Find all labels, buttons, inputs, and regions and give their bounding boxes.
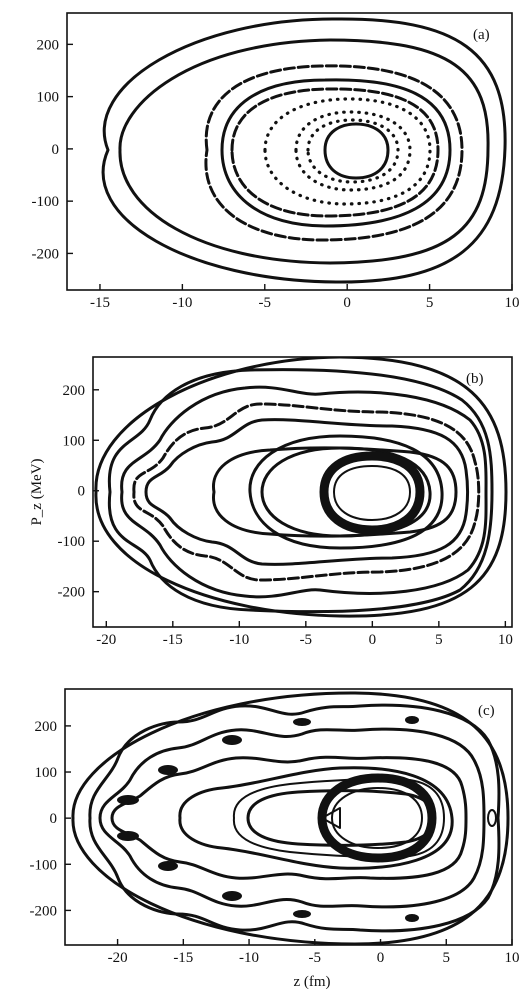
panel-a-third-curve	[204, 64, 464, 242]
panel-c-outer-curve	[71, 691, 510, 945]
panel-a-label: (a)	[473, 27, 490, 43]
panel-a-dotted-curve-3	[306, 118, 400, 184]
panel-b-curves	[94, 357, 508, 618]
panel-c-y-tick-label: -200	[30, 903, 58, 919]
panel-b-wavy-curve-2	[120, 385, 488, 599]
panel-c-island	[158, 861, 178, 871]
panel-c-island	[293, 718, 311, 726]
panel-b-second-inner-curve	[260, 446, 432, 538]
panel-c-inner-ring	[317, 773, 437, 863]
panel-b-y-tick-label: -200	[58, 585, 86, 601]
panel-b-x-tick-label: 10	[498, 632, 513, 648]
panel-b-label: (b)	[466, 371, 484, 387]
panel-c-y-tick-label: 0	[50, 811, 58, 827]
panel-b-frame	[92, 356, 513, 628]
panel-c-x-tick-label: 10	[505, 950, 520, 966]
panel-a-y-tick-label: -100	[32, 194, 60, 210]
panel-a: (a) -15 -10 -5 0 5 10 200 100 0 -100 -200	[32, 12, 520, 311]
panel-c-island	[222, 891, 242, 901]
panel-c-wavy-curve-1	[88, 703, 501, 933]
panel-b-wavy-curve-3	[132, 402, 481, 582]
panel-a-y-tick-label: -200	[32, 246, 60, 262]
panel-c-curves	[71, 691, 510, 945]
panel-a-y-tick-label: 200	[37, 37, 60, 53]
panel-a-second-curve	[118, 38, 490, 265]
panel-b-inner-ring-edge	[333, 465, 411, 521]
panel-b-wavy-curve-1	[107, 368, 494, 614]
panel-b-y-tick-label: 0	[78, 484, 86, 500]
panel-c-xlabel: z (fm)	[293, 974, 330, 990]
panel-c-y-tick-label: 100	[35, 765, 58, 781]
panel-a-outer-curve	[101, 17, 507, 284]
panel-a-ticks: -15 -10 -5 0 5 10 200 100 0 -100 -200	[32, 37, 520, 311]
panel-a-x-tick-label: -15	[90, 295, 110, 311]
panel-b-x-tick-label: 5	[435, 632, 443, 648]
panel-a-frame	[66, 12, 513, 291]
panel-c-inner-ring-edge	[331, 787, 423, 849]
panel-c-x-tick-label: -5	[309, 950, 322, 966]
panel-c-x-tick-label: 0	[377, 950, 385, 966]
panel-b-y-tick-label: 200	[63, 383, 86, 399]
panel-c-x-tick-label: -15	[173, 950, 193, 966]
panel-a-fourth-curve	[220, 78, 452, 228]
panel-a-y-tick-label: 0	[52, 142, 60, 158]
panel-b-x-tick-label: 0	[369, 632, 377, 648]
panel-c-island	[222, 735, 242, 745]
panel-c-middle-curve	[178, 766, 454, 870]
panel-b-outer-curve	[94, 357, 508, 618]
panel-c: (c) z (fm) -20 -15 -10 -5 0 5 102001000-100-20…	[30, 688, 520, 990]
panel-c-island	[405, 914, 419, 922]
panel-c-island	[293, 910, 311, 918]
panel-a-dotted-curve-1	[263, 97, 432, 206]
panel-c-island	[405, 716, 419, 724]
panel-b-middle-curve	[212, 446, 458, 538]
panel-b-x-tick-label: -5	[300, 632, 313, 648]
panel-b-wavy-curve-4	[144, 418, 469, 566]
panel-a-fifth-curve	[230, 87, 440, 218]
panel-c-ticks: -20 -15 -10 -5 0 5 10 200 100 0 -100 -200	[30, 719, 520, 966]
panel-b-x-tick-label: -10	[229, 632, 249, 648]
panel-b-third-inner-curve	[248, 434, 444, 550]
panel-c-x-tick-label: -10	[239, 950, 259, 966]
panel-a-x-tick-label: -5	[259, 295, 272, 311]
panel-b-ylabel: P_z (MeV)	[29, 458, 45, 525]
panel-a-x-tick-label: 10	[505, 295, 520, 311]
panel-a-x-tick-label: 5	[426, 295, 434, 311]
panel-a-curves	[101, 17, 507, 284]
panel-c-frame	[64, 688, 513, 946]
panel-a-x-tick-label: 0	[343, 295, 351, 311]
panel-c-ring-spike	[321, 807, 341, 829]
panel-c-y-tick-label: 200	[35, 719, 58, 735]
panel-c-x-tick-label: -20	[108, 950, 128, 966]
panel-c-island	[117, 795, 139, 805]
panel-b-inner-ring	[319, 451, 425, 535]
panel-b-x-tick-label: -15	[163, 632, 183, 648]
panel-c-island	[117, 831, 139, 841]
panel-c-wavy-curve-2	[98, 727, 486, 909]
panel-b: (b) P_z (MeV) -20 -15 -10 -5 0 5 10 200 100 0 -100…	[29, 356, 513, 648]
panel-a-inner-curve	[323, 122, 390, 180]
panel-c-third-inner-curve	[232, 778, 445, 858]
panel-c-wavy-curve-3	[110, 755, 468, 881]
panel-b-y-tick-label: -100	[58, 534, 86, 550]
panel-c-x-tick-label: 5	[443, 950, 451, 966]
panel-c-island	[158, 765, 178, 775]
panel-c-label: (c)	[478, 703, 495, 719]
panel-a-x-tick-label: -10	[172, 295, 192, 311]
panel-b-y-tick-label: 100	[63, 433, 86, 449]
panel-b-x-tick-label: -20	[96, 632, 116, 648]
panel-a-y-tick-label: 100	[37, 90, 60, 106]
panel-c-edge-island	[487, 809, 497, 827]
panel-b-ticks: -20 -15 -10 -5 0 5 10 200 100 0 -100 -200	[58, 383, 513, 648]
panel-c-y-tick-label: -100	[30, 857, 58, 873]
